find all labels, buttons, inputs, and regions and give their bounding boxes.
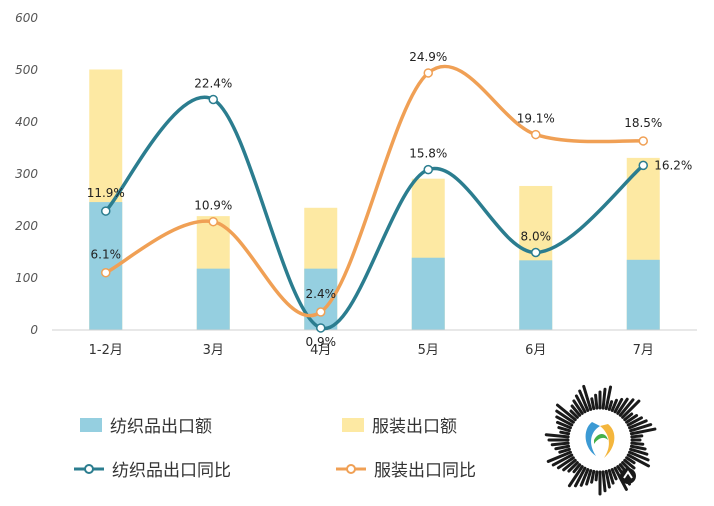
data-label: 6.1%	[91, 248, 122, 262]
x-tick-label: 1-2月	[89, 343, 123, 358]
y-tick-label: 200	[15, 219, 38, 233]
bar	[519, 260, 553, 330]
legend-item-apparel-amount: 服装出口额	[342, 412, 457, 437]
x-tick-label: 7月	[633, 343, 654, 358]
legend: 纺织品出口额 服装出口额 纺织品出口同比 服装出口同比	[0, 400, 540, 500]
legend-label-textile-amount: 纺织品出口额	[110, 417, 212, 437]
data-label: 15.8%	[409, 147, 447, 161]
data-label: 11.9%	[87, 186, 125, 200]
bar	[196, 268, 230, 330]
data-label: 19.1%	[517, 112, 555, 126]
y-tick-label: 0	[30, 323, 38, 337]
legend-swatch-apparel-yoy	[336, 463, 366, 474]
bar	[626, 259, 660, 330]
combo-chart: 0 100 200 300 400 500 600 1-2月 3月 4月 5月 6月 7月 11.9%…	[15, 11, 697, 358]
data-label: 18.5%	[624, 116, 662, 130]
x-tick-label: 5月	[418, 343, 439, 358]
mini-program-code-icon[interactable]	[542, 382, 658, 498]
line-point	[638, 136, 648, 146]
data-label: 0.9%	[306, 335, 337, 349]
line-point	[531, 247, 541, 258]
line-point	[316, 307, 326, 317]
bars-group	[89, 69, 660, 330]
legend-label-textile-yoy: 纺织品出口同比	[112, 461, 231, 481]
x-axis: 1-2月 3月 4月 5月 6月 7月	[89, 343, 654, 358]
line-point	[423, 164, 433, 175]
y-axis: 0 100 200 300 400 500 600	[15, 11, 38, 337]
legend-item-textile-amount: 纺织品出口额	[80, 412, 212, 437]
y-tick-label: 500	[15, 63, 38, 77]
line-point	[208, 94, 218, 105]
y-tick-label: 100	[15, 271, 38, 285]
line-point	[101, 267, 111, 278]
data-label: 24.9%	[409, 50, 447, 64]
y-tick-label: 600	[15, 11, 38, 25]
lines-group	[101, 64, 648, 333]
legend-item-apparel-yoy: 服装出口同比	[336, 456, 476, 481]
legend-label-apparel-yoy: 服装出口同比	[374, 461, 476, 481]
data-label: 22.4%	[194, 77, 232, 91]
x-tick-label: 6月	[525, 343, 546, 358]
data-label: 2.4%	[306, 287, 337, 301]
line-point	[531, 129, 541, 140]
legend-item-textile-yoy: 纺织品出口同比	[74, 456, 231, 481]
data-label: 16.2%	[654, 158, 692, 172]
legend-swatch-textile-amount	[80, 417, 102, 432]
data-label: 8.0%	[521, 230, 552, 244]
bar	[411, 257, 445, 330]
y-tick-label: 400	[15, 115, 38, 129]
legend-swatch-textile-yoy	[74, 463, 104, 474]
y-tick-label: 300	[15, 167, 38, 181]
x-tick-label: 4月	[310, 343, 331, 358]
series-line	[104, 95, 645, 330]
x-tick-label: 3月	[203, 343, 224, 358]
legend-swatch-apparel-amount	[342, 417, 364, 432]
line-point	[101, 206, 111, 216]
line-point	[208, 216, 218, 227]
data-label: 10.9%	[194, 199, 232, 213]
line-point	[638, 160, 648, 171]
line-point	[316, 323, 326, 333]
data-labels-group: 11.9% 22.4% 0.9% 15.8% 8.0% 16.2% 6.1% 10.9% 2.4…	[87, 50, 693, 349]
line-point	[423, 68, 433, 78]
legend-label-apparel-amount: 服装出口额	[372, 417, 457, 437]
